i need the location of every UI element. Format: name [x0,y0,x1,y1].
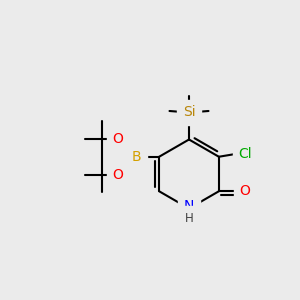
Text: O: O [239,184,250,198]
Text: H: H [184,212,194,225]
Text: B: B [132,150,141,164]
Text: O: O [112,132,123,146]
Text: O: O [112,168,123,182]
Text: Si: Si [183,106,195,119]
Text: Cl: Cl [238,147,252,161]
Text: N: N [184,200,194,213]
